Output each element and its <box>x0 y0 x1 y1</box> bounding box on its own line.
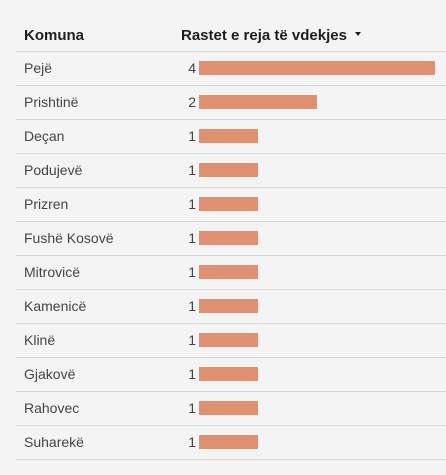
bar <box>199 129 258 143</box>
table-row: Pejë 4 <box>16 52 446 86</box>
data-table: Komuna Rastet e reja të vdekjes Pejë 4 Pri… <box>16 18 446 460</box>
table-row: Podujevë 1 <box>16 154 446 188</box>
table-row: Mitrovicë 1 <box>16 256 446 290</box>
data-label: 1 <box>188 366 196 382</box>
data-label: 1 <box>188 332 196 348</box>
bar-track <box>199 299 435 313</box>
data-label: 1 <box>188 434 196 450</box>
data-label: 1 <box>188 162 196 178</box>
bar-track <box>199 95 435 109</box>
bar <box>199 197 258 211</box>
table-row: Kamenicë 1 <box>16 290 446 324</box>
bar-track <box>199 401 435 415</box>
row-label: Gjakovë <box>24 366 76 382</box>
row-label: Klinë <box>24 332 56 348</box>
bar <box>199 231 258 245</box>
bar-track <box>199 435 435 449</box>
table-row: Fushë Kosovë 1 <box>16 222 446 256</box>
bar <box>199 367 258 381</box>
sort-desc-icon[interactable] <box>354 32 361 37</box>
row-label: Prishtinë <box>24 94 79 110</box>
row-label: Podujevë <box>24 162 83 178</box>
row-label: Rahovec <box>24 400 80 416</box>
bar-track <box>199 129 435 143</box>
bar <box>199 163 258 177</box>
row-label: Kamenicë <box>24 298 87 314</box>
row-label: Prizren <box>24 196 69 212</box>
table-row: Prizren 1 <box>16 188 446 222</box>
column-header-deaths-label: Rastet e reja të vdekjes <box>181 27 347 44</box>
bar <box>199 333 258 347</box>
bar <box>199 401 258 415</box>
table-row: Prishtinë 2 <box>16 86 446 120</box>
data-label: 1 <box>188 196 196 212</box>
data-label: 1 <box>188 230 196 246</box>
row-label: Pejë <box>24 60 53 76</box>
bar-track <box>199 231 435 245</box>
table-row: Suharekë 1 <box>16 426 446 460</box>
bar <box>199 61 435 75</box>
data-label: 4 <box>188 60 196 76</box>
table-row: Deçan 1 <box>16 120 446 154</box>
row-label: Fushë Kosovë <box>24 230 114 246</box>
data-label: 2 <box>188 94 196 110</box>
bar-track <box>199 163 435 177</box>
table-header: Komuna Rastet e reja të vdekjes <box>16 18 446 52</box>
data-label: 1 <box>188 128 196 144</box>
row-label: Mitrovicë <box>24 264 81 280</box>
bar-track <box>199 61 435 75</box>
row-label: Deçan <box>24 128 65 144</box>
table-body: Pejë 4 Prishtinë 2 Deçan 1 Podujevë 1 Prizren 1 Fu… <box>16 52 446 460</box>
column-header-komuna[interactable]: Komuna <box>24 27 84 44</box>
table-row: Gjakovë 1 <box>16 358 446 392</box>
bar <box>199 435 258 449</box>
data-label: 1 <box>188 298 196 314</box>
bar <box>199 265 258 279</box>
bar-track <box>199 367 435 381</box>
column-header-deaths[interactable]: Rastet e reja të vdekjes <box>181 27 361 44</box>
table-row: Rahovec 1 <box>16 392 446 426</box>
bar <box>199 299 258 313</box>
bar-track <box>199 333 435 347</box>
data-label: 1 <box>188 264 196 280</box>
row-label: Suharekë <box>24 434 84 450</box>
data-label: 1 <box>188 400 196 416</box>
bar-track <box>199 197 435 211</box>
table-row: Klinë 1 <box>16 324 446 358</box>
bar-track <box>199 265 435 279</box>
bar <box>199 95 317 109</box>
